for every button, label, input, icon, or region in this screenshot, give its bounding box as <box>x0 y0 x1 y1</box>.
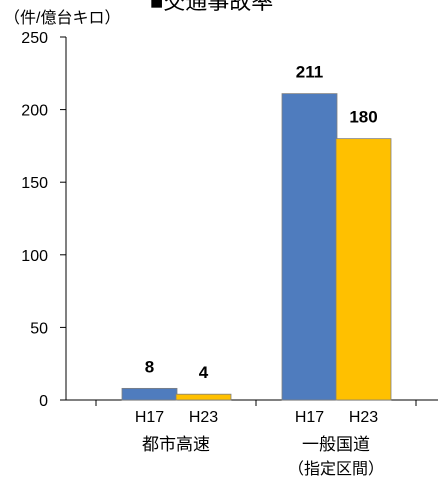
x-category-label: H17 <box>135 409 164 426</box>
data-label: 180 <box>349 108 377 127</box>
data-label: 8 <box>145 357 154 376</box>
bar <box>335 138 392 401</box>
data-label: 4 <box>199 363 209 382</box>
data-label: 211 <box>296 63 323 82</box>
bar <box>175 393 232 401</box>
x-category-label: H23 <box>349 409 378 426</box>
plot-area: 0 50 100 150 200 250 8 H17 211 H17 4 H23 180 H23 都市高速 一… <box>21 30 438 478</box>
x-category-label: H17 <box>295 409 324 426</box>
bar <box>121 387 178 401</box>
group-label: 一般国道 <box>302 435 370 454</box>
x-category-label: H23 <box>189 409 218 426</box>
y-tick-label: 250 <box>21 30 48 47</box>
y-tick-label: 100 <box>21 248 48 265</box>
group-label: 都市高速 <box>142 435 210 454</box>
y-tick-label: 200 <box>21 103 48 120</box>
chart-title: ■交通事故率 <box>150 0 273 14</box>
bar <box>281 93 338 401</box>
y-tick-label: 50 <box>30 320 48 337</box>
y-tick-label: 0 <box>39 393 48 410</box>
group-sublabel: （指定区間） <box>288 460 384 478</box>
y-tick-label: 150 <box>21 175 48 192</box>
y-axis-unit-label: （件/億台キロ） <box>4 9 120 27</box>
